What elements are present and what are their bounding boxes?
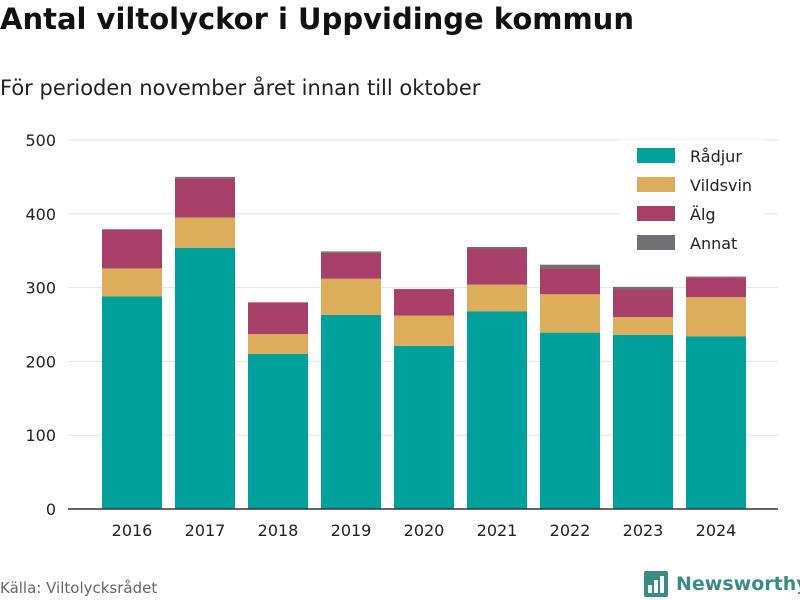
x-tick-label: 2021	[477, 521, 518, 540]
bar-segment	[540, 332, 600, 509]
x-tick-label: 2017	[185, 521, 226, 540]
bar-segment	[613, 317, 673, 335]
bar-segment	[248, 354, 308, 509]
bar-segment	[102, 296, 162, 509]
bar-segment	[175, 247, 235, 510]
legend-label: Annat	[690, 234, 737, 253]
brand-name: Newsworthy	[676, 573, 800, 595]
bar-segment	[686, 277, 746, 298]
y-tick-label: 400	[25, 205, 56, 224]
bar-segment	[540, 264, 600, 269]
bar-segment	[321, 252, 381, 279]
bar-segment	[102, 229, 162, 269]
bar-segment	[613, 334, 673, 509]
bar-segment	[467, 248, 527, 285]
bar-segment	[467, 284, 527, 312]
bar-segment	[394, 315, 454, 346]
x-tick-label: 2023	[623, 521, 664, 540]
bar-segment	[175, 176, 235, 179]
chart-subtitle: För perioden november året innan till ok…	[0, 76, 481, 100]
bar-segment	[248, 302, 308, 335]
bar-segment	[321, 251, 381, 253]
bar-segment	[321, 314, 381, 509]
axes: 0 100 200 300 400 500 2016 2017 2018 2019 2020 2021…	[25, 131, 778, 540]
legend-swatch	[637, 148, 675, 163]
brand-logo[interactable]: Newsworthy	[644, 568, 800, 600]
bar-segment	[540, 268, 600, 295]
legend-label: Rådjur	[690, 147, 742, 166]
bars	[102, 176, 746, 510]
bar-segment	[686, 276, 746, 278]
legend-swatch	[637, 235, 675, 250]
bar-segment	[321, 278, 381, 315]
source-note: Källa: Viltolycksrådet	[0, 579, 158, 597]
y-tick-label: 100	[25, 426, 56, 445]
bar-segment	[686, 297, 746, 337]
x-tick-label: 2018	[258, 521, 299, 540]
chart-title: Antal viltolyckor i Uppvidinge kommun	[0, 2, 634, 36]
x-tick-label: 2019	[331, 521, 372, 540]
bar-segment	[248, 334, 308, 355]
legend-swatch	[637, 206, 675, 221]
y-tick-label: 300	[25, 279, 56, 298]
y-tick-label: 500	[25, 131, 56, 150]
x-tick-label: 2022	[550, 521, 591, 540]
x-tick-label: 2020	[404, 521, 445, 540]
legend-swatch	[637, 177, 675, 192]
bar-segment	[467, 247, 527, 249]
legend-label: Älg	[690, 205, 716, 224]
bar-segment	[613, 289, 673, 318]
bar-segment	[686, 336, 746, 509]
x-tick-label: 2016	[112, 521, 153, 540]
y-tick-label: 0	[46, 500, 56, 519]
x-tick-label: 2024	[696, 521, 737, 540]
legend: Rådjur Vildsvin Älg Annat	[620, 140, 764, 258]
bar-segment	[175, 178, 235, 218]
bar-segment	[394, 345, 454, 509]
bar-segment	[613, 286, 673, 290]
bar-segment	[540, 294, 600, 333]
bar-segment	[394, 289, 454, 316]
bar-segment	[102, 268, 162, 297]
bar-chart-logo-icon	[644, 571, 668, 597]
bar-segment	[175, 217, 235, 248]
y-tick-label: 200	[25, 352, 56, 371]
legend-label: Vildsvin	[690, 176, 752, 195]
bar-segment	[467, 311, 527, 509]
